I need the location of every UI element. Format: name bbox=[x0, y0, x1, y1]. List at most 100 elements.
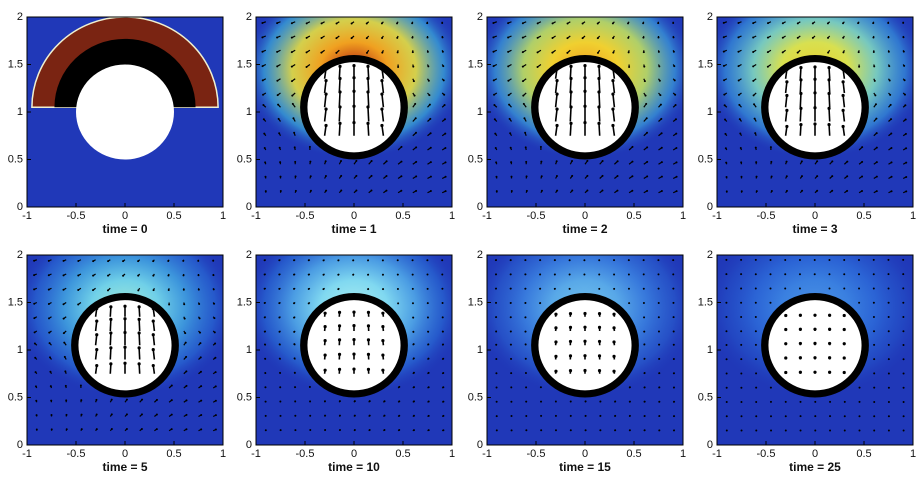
velocity-arrow-head bbox=[553, 287, 556, 290]
velocity-arrow-head bbox=[95, 306, 99, 311]
velocity-arrow-head bbox=[612, 312, 616, 316]
y-tick-label: 0 bbox=[707, 201, 713, 213]
velocity-arrow-head bbox=[290, 51, 293, 54]
velocity-arrow-head bbox=[64, 384, 67, 387]
velocity-arrow-head bbox=[796, 22, 799, 25]
velocity-arrow-head bbox=[643, 357, 646, 360]
velocity-arrow-head bbox=[781, 22, 784, 25]
velocity-arrow-head bbox=[263, 302, 266, 305]
velocity-arrow-head bbox=[755, 175, 758, 178]
velocity-arrow-head bbox=[441, 302, 444, 305]
velocity-arrow-head bbox=[551, 51, 554, 54]
velocity-arrow-head bbox=[740, 343, 743, 346]
velocity-arrow-head bbox=[842, 356, 846, 360]
velocity-arrow-head bbox=[660, 161, 663, 164]
velocity-arrow-head bbox=[569, 414, 572, 417]
velocity-arrow-head bbox=[828, 258, 831, 261]
velocity-arrow bbox=[152, 320, 156, 332]
velocity-arrow-head bbox=[672, 287, 675, 290]
velocity-arrow-head bbox=[429, 117, 432, 120]
velocity-arrow bbox=[828, 108, 831, 122]
velocity-arrow-head bbox=[568, 287, 571, 290]
velocity-arrow-head bbox=[583, 311, 587, 316]
y-tick-label: 0.5 bbox=[237, 153, 252, 165]
velocity-arrow-head bbox=[766, 65, 769, 68]
velocity-arrow-head bbox=[672, 259, 675, 262]
velocity-arrow-head bbox=[352, 64, 356, 68]
velocity-arrow-head bbox=[887, 258, 890, 261]
velocity-arrow-head bbox=[525, 400, 528, 403]
y-tick-label: 1 bbox=[17, 344, 23, 356]
velocity-arrow-head bbox=[276, 65, 279, 68]
velocity-arrow-head bbox=[644, 94, 647, 97]
velocity-arrow-head bbox=[643, 386, 646, 389]
velocity-arrow-head bbox=[411, 22, 414, 25]
velocity-arrow-head bbox=[137, 346, 141, 350]
velocity-arrow-head bbox=[555, 66, 559, 71]
velocity-arrow-head bbox=[214, 414, 217, 417]
cell-interior bbox=[76, 64, 174, 160]
velocity-arrow-head bbox=[261, 79, 264, 82]
x-tick-label: 0.5 bbox=[395, 210, 410, 222]
velocity-arrow-head bbox=[293, 287, 296, 290]
velocity-arrow-head bbox=[724, 147, 727, 150]
velocity-arrow-head bbox=[79, 384, 82, 387]
velocity-arrow bbox=[784, 110, 788, 122]
velocity-arrow-head bbox=[510, 190, 513, 193]
velocity-arrow-head bbox=[614, 414, 617, 417]
velocity-arrow-head bbox=[494, 287, 497, 290]
velocity-arrow-head bbox=[525, 386, 528, 389]
panel: -1 -0.5 0 0.5 1 0 0.5 1 1.5 2 time = 0 bbox=[8, 11, 226, 236]
velocity-arrow-head bbox=[596, 22, 599, 25]
velocity-arrow-head bbox=[524, 287, 527, 290]
velocity-arrow-head bbox=[874, 103, 877, 106]
velocity-arrow-head bbox=[294, 400, 297, 403]
velocity-arrow-head bbox=[279, 190, 282, 193]
velocity-arrow-head bbox=[276, 79, 279, 82]
velocity-arrow-head bbox=[366, 352, 371, 357]
velocity-arrow-head bbox=[293, 146, 296, 149]
velocity-arrow-head bbox=[828, 370, 832, 374]
velocity-arrow-head bbox=[672, 330, 675, 333]
velocity-arrow-head bbox=[415, 160, 418, 163]
velocity-arrow-head bbox=[152, 274, 155, 277]
velocity-arrow-head bbox=[553, 259, 556, 262]
velocity-arrow-head bbox=[50, 428, 53, 431]
velocity-arrow-head bbox=[614, 429, 617, 432]
velocity-arrow-head bbox=[261, 65, 264, 68]
velocity-arrow-head bbox=[495, 415, 498, 418]
velocity-arrow bbox=[94, 320, 98, 332]
y-tick-label: 0.5 bbox=[468, 391, 483, 403]
velocity-arrow-head bbox=[674, 118, 677, 121]
velocity-arrow-head bbox=[400, 145, 403, 148]
velocity-arrow-head bbox=[183, 303, 186, 306]
velocity-arrow-head bbox=[263, 330, 266, 333]
velocity-arrow bbox=[842, 110, 846, 122]
velocity-arrow bbox=[367, 66, 370, 79]
velocity-arrow-head bbox=[47, 288, 50, 291]
velocity-arrow-head bbox=[571, 160, 574, 163]
velocity-arrow-head bbox=[566, 37, 569, 40]
velocity-arrow-head bbox=[796, 36, 799, 39]
velocity-arrow-head bbox=[672, 372, 675, 375]
velocity-arrow-head bbox=[278, 330, 281, 333]
velocity-arrow-head bbox=[381, 325, 385, 329]
velocity-arrow-head bbox=[494, 301, 497, 304]
plot-area bbox=[256, 255, 452, 445]
velocity-arrow-head bbox=[170, 428, 173, 431]
velocity-arrow bbox=[367, 106, 370, 122]
velocity-arrow-head bbox=[137, 362, 141, 366]
velocity-arrow-head bbox=[755, 161, 758, 164]
velocity-arrow-head bbox=[185, 413, 188, 416]
velocity-arrow-head bbox=[62, 332, 65, 335]
velocity-arrow-head bbox=[367, 259, 370, 262]
velocity-arrow-head bbox=[858, 386, 861, 389]
velocity-arrow-head bbox=[672, 343, 675, 346]
velocity-arrow-head bbox=[539, 145, 542, 148]
velocity-arrow-head bbox=[170, 384, 173, 387]
plot-area bbox=[717, 255, 913, 445]
velocity-arrow-head bbox=[612, 36, 615, 39]
velocity-arrow-head bbox=[77, 260, 80, 263]
velocity-arrow-head bbox=[198, 302, 201, 305]
velocity-arrow-head bbox=[182, 259, 185, 262]
